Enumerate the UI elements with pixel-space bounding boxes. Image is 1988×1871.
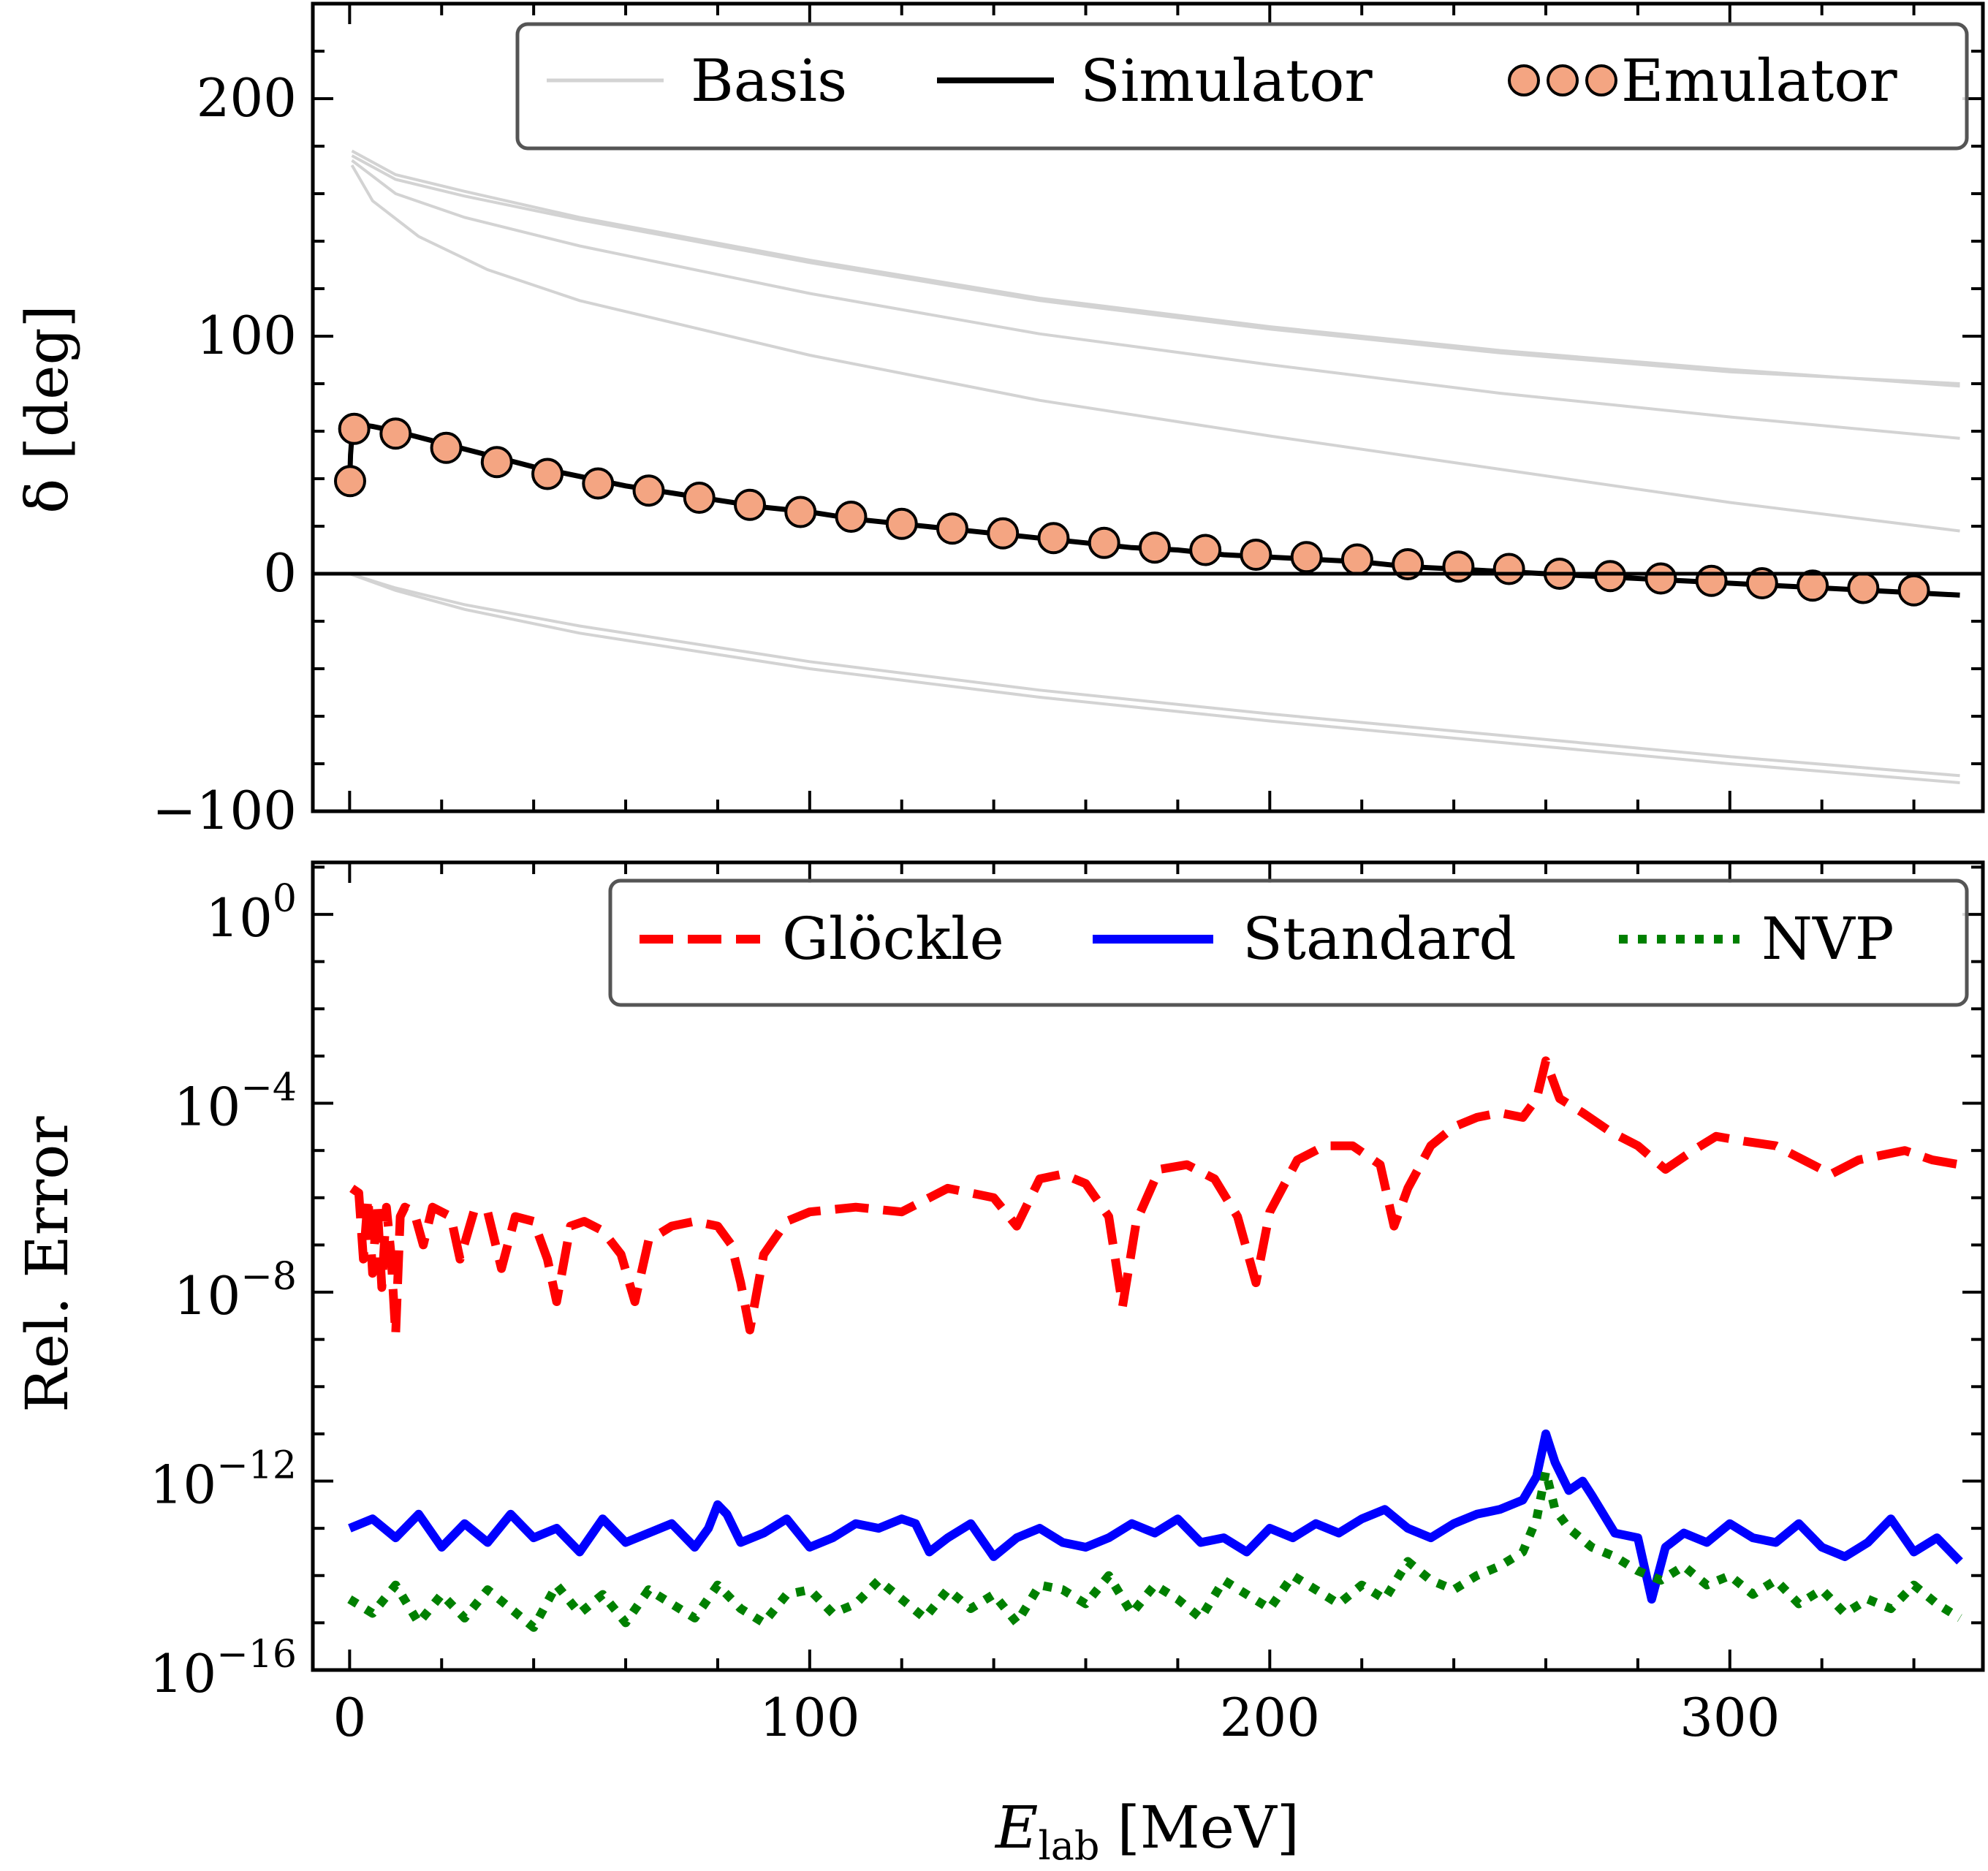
bottom-y-tick-label: 10−16 [150,1633,297,1704]
top-y-axis-label: δ [deg] [13,305,81,514]
basis-line-5 [349,572,1960,784]
top-y-tick-label: 0 [263,542,297,604]
emulator-point [1037,522,1070,555]
standard-line [348,1429,1963,1604]
emulator-point [1189,534,1222,566]
emulator-point [379,417,412,450]
emulator-point [835,501,868,533]
nvp-line [347,1467,1962,1632]
top-series-group [333,149,1960,784]
basis-line-0 [351,149,1960,388]
x-tick-label: 0 [333,1687,366,1748]
emulator-point [1290,541,1323,574]
x-axis-label-sub: lab [1038,1823,1099,1869]
x-axis-label: Elab [MeV] [994,1794,1300,1869]
legend-emulator-marker [1508,64,1540,96]
basis-line-4 [349,572,1960,778]
emulator-point [531,458,564,490]
emulator-point [582,467,615,500]
top-ticks: −100 0 100 200 [152,2,1983,841]
bottom-legend: Glöckle Standard NVP [608,878,1969,1007]
legend-standard-label: Standard [1242,905,1517,973]
emulator-point [430,431,463,464]
emulator-point [936,512,968,545]
glckle-line [349,1056,1961,1340]
emulator-point [784,496,817,528]
basis-line-2 [351,159,1960,440]
x-axis-label-unit: [MeV] [1118,1794,1300,1861]
x-axis-label-main: E [994,1794,1038,1861]
bottom-y-tick-label: 100 [205,877,297,949]
legend-nvp-label: NVP [1761,905,1894,973]
bottom-ticks: 100 10−4 10−8 10−12 10−16 0 100 200 300 [150,862,1983,1748]
bottom-y-axis-label: Rel. Error [13,1116,81,1413]
emulator-point [1138,531,1171,564]
emulator-point [885,507,918,540]
x-tick-label: 300 [1680,1687,1780,1748]
x-tick-label: 200 [1220,1687,1320,1748]
bottom-panel: 100 10−4 10−8 10−12 10−16 0 100 200 300 Rel. Err… [13,860,1985,1869]
x-tick-label: 100 [759,1687,860,1748]
bottom-y-tick-label: 10−12 [150,1444,297,1516]
emulator-point [683,482,716,514]
emulator-point [1745,567,1778,599]
emulator-point [1594,560,1627,593]
bottom-legend-box [608,878,1969,1007]
emulator-point [1442,550,1475,583]
top-axes-frame [311,1,1985,813]
legend-emulator-marker [1547,64,1579,96]
emulator-point [1847,572,1880,604]
emulator-point [1695,564,1728,597]
top-y-tick-label: 200 [197,67,297,129]
basis-line-1 [351,154,1960,385]
top-y-tick-label: −100 [152,780,297,841]
emulator-point [632,474,665,507]
emulator-point [333,465,366,498]
legend-simulator-label: Simulator [1080,47,1373,115]
emulator-point [987,517,1020,550]
legend-basis-label: Basis [691,47,847,115]
legend-emulator-label: Emulator [1621,47,1897,115]
legend-glockle-label: Glöckle [782,905,1004,973]
emulator-point [1392,548,1424,580]
top-legend: Basis Simulator Emulator [515,22,1969,151]
bottom-series-group [347,1056,1963,1632]
top-y-tick-label: 100 [197,305,297,366]
emulator-point [338,412,371,445]
bottom-y-tick-label: 10−8 [174,1255,297,1327]
emulator-point [480,446,513,479]
emulator-point [1644,562,1677,595]
bottom-y-tick-label: 10−4 [174,1066,297,1138]
emulator-point [734,488,767,521]
top-legend-box [515,22,1969,151]
emulator-point [1492,553,1525,585]
bottom-axes-frame [311,860,1985,1672]
emulator-point [1088,526,1120,559]
basis-line-3 [350,164,1960,533]
top-panel: −100 0 100 200 δ [deg] Basis Simulator Emul… [13,1,1985,841]
emulator-point [1897,574,1930,607]
emulator-point [1340,543,1373,576]
legend-emulator-marker [1585,64,1617,96]
emulator-point [1240,539,1272,571]
emulator-point [1797,569,1829,602]
